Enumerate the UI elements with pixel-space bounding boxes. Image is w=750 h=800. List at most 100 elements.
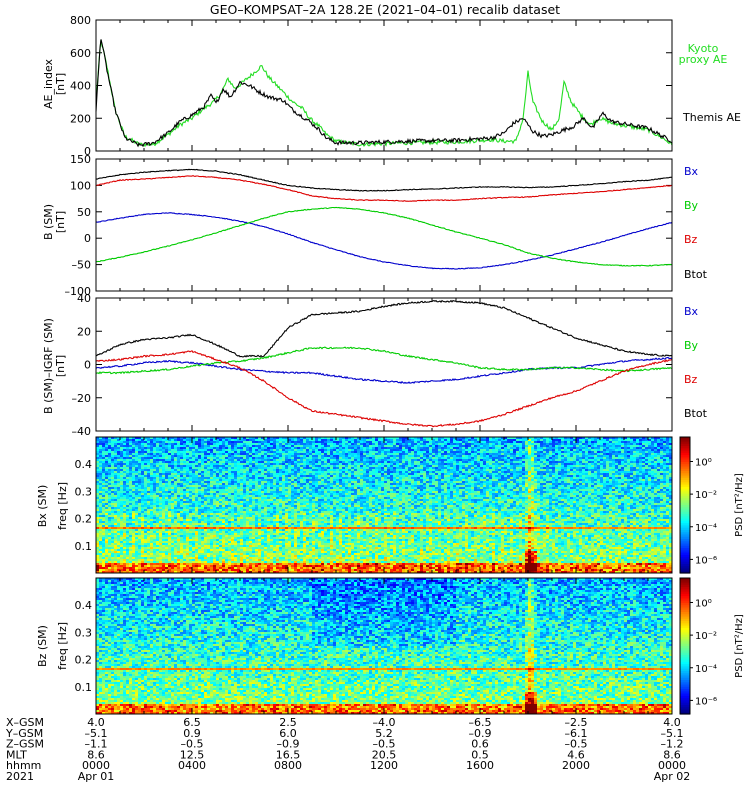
colorbar-segment — [680, 689, 690, 692]
spectrogram-image — [96, 578, 672, 714]
xaxis-row-label: X–GSM — [6, 716, 44, 729]
x-axis-ticks — [95, 20, 673, 714]
figure-title: GEO–KOMPSAT–2A 128.2E (2021–04–01) recal… — [210, 2, 560, 17]
colorbar-segment — [680, 659, 690, 663]
xaxis-value: 0000 — [82, 759, 110, 772]
x-axis-labels: X–GSM 4.0 6.5 2.5 –4.0 –6.5 –2.5 4.0 Y–GSM –5.1 0.… — [5, 716, 690, 783]
bsm-ylabel-unit: [nT] — [54, 211, 67, 233]
ytick-label: 50 — [77, 206, 91, 219]
colorbar-frame — [679, 577, 691, 715]
colorbar-segment — [680, 545, 690, 549]
legend-bz: Bz — [684, 373, 698, 386]
legend-kyoto-2: proxy AE — [679, 53, 728, 66]
colorbar-segment — [680, 634, 690, 638]
bx-spec-ylabel-unit: freq [Hz] — [56, 482, 69, 530]
colorbar-segment — [680, 441, 690, 445]
colorbar-segment — [680, 684, 690, 688]
xaxis-value: 8.6 — [87, 748, 105, 761]
colorbar-segment — [680, 587, 690, 590]
xaxis-value: 4.0 — [87, 716, 105, 729]
colorbar-segment — [680, 657, 690, 661]
colorbar-segment — [680, 668, 690, 672]
colorbar-segment — [680, 641, 690, 645]
xaxis-value: Apr 02 — [654, 770, 691, 783]
colorbar-tick-label: 10⁰ — [695, 598, 712, 609]
xaxis-value: 6.0 — [279, 727, 297, 740]
ytick-label: 40 — [77, 292, 91, 305]
xaxis-value: –5.1 — [661, 727, 684, 740]
xaxis-value: 0400 — [178, 759, 206, 772]
bx-spec-colorbar: 10⁰ 10⁻² 10⁻⁴ 10⁻⁶ PSD [nT²/Hz] — [679, 436, 745, 574]
colorbar-segment — [680, 566, 690, 570]
colorbar-segment — [680, 680, 690, 683]
xaxis-value: 0.6 — [471, 738, 489, 751]
xaxis-value: 4.6 — [567, 748, 585, 761]
colorbar-segment — [680, 466, 690, 470]
bigrf-yticks: 40 20 0 –20 –40 — [72, 292, 672, 438]
xaxis-value: –0.9 — [277, 738, 300, 751]
colorbar-segment — [680, 584, 690, 588]
series-line-btot — [95, 299, 673, 358]
colorbar-segment — [680, 639, 690, 643]
panel-bz-spectrogram: Bz (SM) freq [Hz] 0.40.30.20.1 10⁰10⁻²10… — [36, 577, 745, 715]
colorbar-segment — [680, 448, 690, 452]
panel-b-minus-igrf: B (SM)–IGRF (SM) [nT] 40 20 0 –20 –40 Bx By Bz… — [42, 292, 708, 438]
colorbar-segment — [680, 493, 690, 497]
colorbar-segment — [680, 529, 690, 533]
bigrf-frame — [95, 297, 673, 432]
legend-bx: Bx — [684, 305, 699, 318]
ytick-label: –100 — [65, 285, 92, 298]
xaxis-value: –2.5 — [565, 716, 588, 729]
colorbar-segment — [680, 480, 690, 483]
colorbar-segment — [680, 580, 690, 584]
xaxis-value: 16.5 — [276, 748, 301, 761]
colorbar-frame — [679, 436, 691, 574]
colorbar-segment — [680, 666, 690, 670]
colorbar-tick-label: 10⁰ — [695, 457, 712, 468]
ytick-label: 0 — [84, 232, 91, 245]
ytick-label: 400 — [70, 80, 91, 93]
colorbar-segment — [680, 525, 690, 529]
xaxis-value: 2.5 — [279, 716, 297, 729]
colorbar-segment — [680, 550, 690, 554]
colorbar-segment — [680, 452, 690, 456]
colorbar-segment — [680, 457, 690, 461]
colorbar-segment — [680, 630, 690, 633]
xaxis-value: –6.1 — [565, 727, 588, 740]
colorbar-segment — [680, 702, 690, 706]
series-line-bz — [95, 350, 673, 428]
colorbar-segment — [680, 673, 690, 677]
series-line-by — [95, 346, 673, 375]
colorbar-tick-label: 10⁻⁴ — [695, 664, 717, 675]
colorbar-segment — [680, 461, 690, 465]
colorbar-segment — [680, 695, 690, 699]
xaxis-value: 0.9 — [183, 727, 201, 740]
colorbar-segment — [680, 578, 690, 581]
colorbar-segment — [680, 602, 690, 606]
panel-bx-spectrogram: Bx (SM) freq [Hz] 0.40.30.20.1 10⁰10⁻²10… — [36, 436, 745, 574]
bz-spec-ylabel-unit: freq [Hz] — [56, 622, 69, 670]
colorbar-segment — [680, 495, 690, 499]
colorbar-segment — [680, 704, 690, 708]
colorbar-segment — [680, 607, 690, 611]
colorbar-segment — [680, 486, 690, 490]
colorbar-segment — [680, 682, 690, 686]
bx-spec-yticks: 0.4 0.3 0.2 0.1 — [75, 458, 102, 553]
legend-btot: Btot — [684, 407, 708, 420]
ytick-label: 0.1 — [75, 681, 93, 694]
ytick-label: 20 — [77, 325, 91, 338]
xaxis-value: 4.0 — [663, 716, 681, 729]
colorbar-segment — [680, 709, 690, 713]
ytick-label: 200 — [70, 112, 91, 125]
legend-themis: Themis AE — [682, 111, 741, 124]
colorbar-segment — [680, 439, 690, 443]
colorbar-segment — [680, 691, 690, 695]
colorbar-segment — [680, 711, 690, 715]
bigrf-legend: Bx By Bz Btot — [684, 305, 708, 420]
colorbar-segment — [680, 541, 690, 545]
colorbar-tick-label: 10⁻⁶ — [695, 555, 717, 566]
colorbar-tick-label: 10⁻⁴ — [695, 523, 717, 534]
colorbar-segment — [680, 700, 690, 704]
ytick-label: 100 — [70, 179, 91, 192]
